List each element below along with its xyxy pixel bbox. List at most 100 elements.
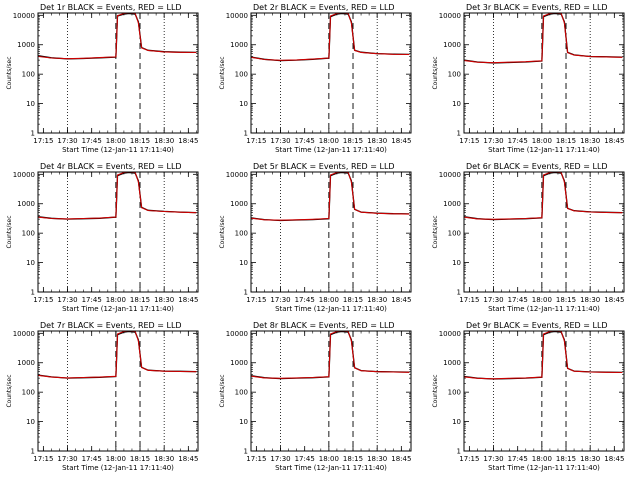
y-tick-label: 10 [26,259,35,267]
x-tick-label: 18:00 [319,137,339,145]
chart-title: Det 7r BLACK = Events, RED = LLD [40,321,182,330]
chart-panel: Det 9r BLACK = Events, RED = LLD Counts/s… [432,321,625,472]
y-tick-label: 100 [448,230,461,238]
chart-title: Det 8r BLACK = Events, RED = LLD [253,321,395,330]
y-tick-label: 1000 [443,41,461,49]
x-tick-label: 18:30 [367,455,387,463]
chart-title: Det 9r BLACK = Events, RED = LLD [466,321,608,330]
x-tick-label: 17:30 [483,455,503,463]
y-tick-label: 10000 [13,12,35,20]
y-tick-label: 100 [22,230,35,238]
x-tick-label: 17:30 [483,137,503,145]
y-tick-label: 100 [235,230,248,238]
lld-series-line [251,13,410,61]
x-tick-label: 17:15 [33,137,53,145]
y-tick-label: 1000 [230,41,248,49]
x-tick-label: 18:15 [130,296,150,304]
x-tick-label: 18:00 [106,137,126,145]
y-tick-label: 10000 [13,171,35,179]
x-tick-label: 18:30 [154,137,174,145]
x-tick-label: 18:45 [604,296,624,304]
lld-series-line [38,172,197,220]
x-tick-label: 17:15 [459,296,479,304]
y-tick-label: 10 [26,418,35,426]
x-tick-label: 17:30 [270,455,290,463]
x-tick-label: 17:45 [295,296,315,304]
lld-series-line [464,331,623,380]
x-tick-label: 17:30 [270,137,290,145]
chart-title: Det 5r BLACK = Events, RED = LLD [253,162,395,171]
y-tick-label: 1000 [443,200,461,208]
x-tick-label: 17:45 [508,296,528,304]
y-tick-label: 1000 [17,200,35,208]
x-tick-label: 18:00 [106,455,126,463]
y-axis-label: Counts/sec [219,56,226,89]
y-tick-label: 10000 [226,12,248,20]
chart-panel: Det 3r BLACK = Events, RED = LLD Counts/s… [432,3,625,154]
y-tick-label: 1 [244,130,248,138]
x-tick-label: 18:45 [391,137,411,145]
y-tick-label: 10000 [226,171,248,179]
x-tick-label: 18:30 [367,296,387,304]
y-tick-label: 1000 [230,359,248,367]
y-tick-label: 1000 [17,359,35,367]
y-tick-label: 10 [239,418,248,426]
y-tick-label: 1000 [230,200,248,208]
lld-series-line [38,13,197,60]
x-tick-label: 18:00 [532,296,552,304]
x-tick-label: 18:30 [580,296,600,304]
y-tick-label: 10000 [13,330,35,338]
x-tick-label: 17:45 [82,455,102,463]
y-tick-label: 10000 [439,171,461,179]
y-tick-label: 10 [452,259,461,267]
plot-frame [37,12,199,134]
x-tick-label: 18:15 [556,296,576,304]
x-tick-label: 18:00 [319,296,339,304]
x-tick-label: 18:45 [178,455,198,463]
y-tick-label: 10000 [439,330,461,338]
y-axis-label: Counts/sec [432,374,439,407]
y-tick-label: 100 [448,71,461,79]
y-tick-label: 100 [235,389,248,397]
x-axis-label: Start Time (12-Jan-11 17:11:40) [62,464,174,472]
y-tick-label: 10000 [439,12,461,20]
x-tick-label: 18:15 [343,455,363,463]
x-tick-label: 18:15 [556,455,576,463]
y-tick-label: 100 [235,71,248,79]
chart-panel: Det 6r BLACK = Events, RED = LLD Counts/s… [432,162,625,313]
y-tick-label: 1 [31,289,35,297]
lld-series-line [464,172,623,220]
x-tick-label: 18:15 [130,455,150,463]
y-tick-label: 10 [452,100,461,108]
y-tick-label: 10 [452,418,461,426]
y-axis-label: Counts/sec [219,374,226,407]
y-tick-label: 1 [244,289,248,297]
x-tick-label: 18:15 [556,137,576,145]
x-axis-label: Start Time (12-Jan-11 17:11:40) [275,305,387,313]
x-tick-label: 18:00 [319,455,339,463]
plot-frame [250,330,412,452]
x-tick-label: 18:45 [391,296,411,304]
x-tick-label: 17:15 [246,455,266,463]
x-axis-label: Start Time (12-Jan-11 17:11:40) [488,305,600,313]
x-tick-label: 17:15 [33,455,53,463]
x-tick-label: 17:30 [57,455,77,463]
y-axis-label: Counts/sec [219,215,226,248]
y-tick-label: 100 [448,389,461,397]
y-tick-label: 100 [22,389,35,397]
x-tick-label: 18:45 [391,455,411,463]
x-tick-label: 17:30 [57,137,77,145]
x-tick-label: 18:00 [532,455,552,463]
x-tick-label: 17:30 [57,296,77,304]
x-tick-label: 17:15 [246,137,266,145]
chart-panel: Det 8r BLACK = Events, RED = LLD Counts/s… [219,321,412,472]
x-tick-label: 17:45 [508,137,528,145]
x-tick-label: 18:30 [154,296,174,304]
x-tick-label: 18:45 [604,455,624,463]
x-tick-label: 17:45 [295,455,315,463]
chart-panel: Det 4r BLACK = Events, RED = LLD Counts/s… [6,162,199,313]
x-tick-label: 18:45 [604,137,624,145]
chart-title: Det 3r BLACK = Events, RED = LLD [466,3,608,12]
y-tick-label: 10 [239,100,248,108]
